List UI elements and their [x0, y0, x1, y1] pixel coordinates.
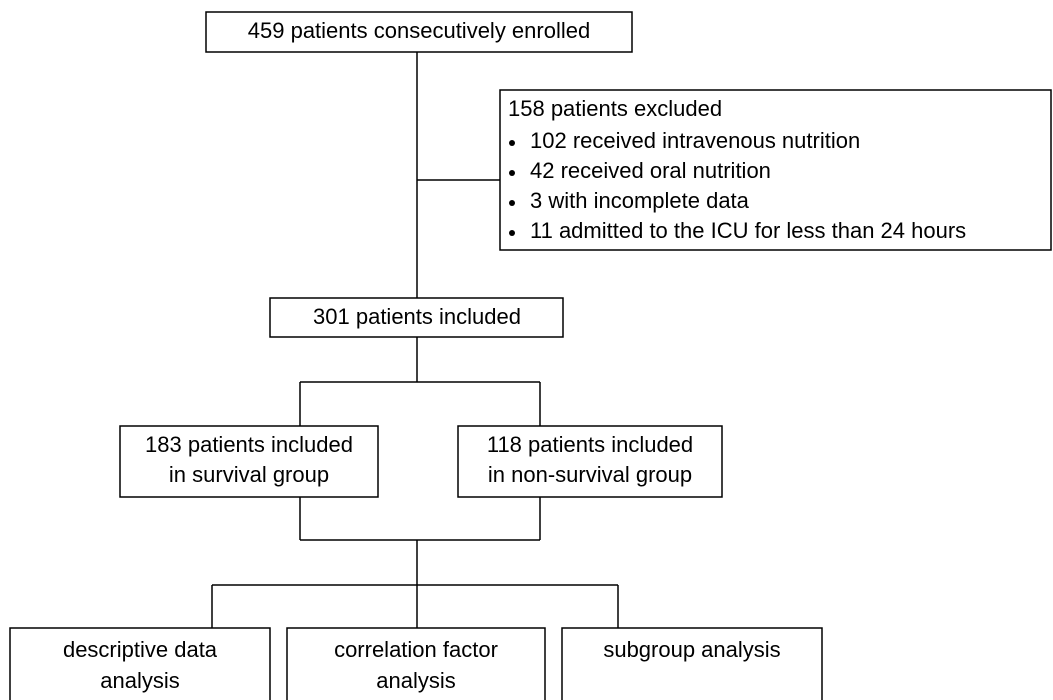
bullet	[509, 140, 515, 146]
node-line: 183 patients included	[145, 432, 353, 457]
exclusion-item: 42 received oral nutrition	[530, 158, 771, 183]
box	[119, 425, 379, 498]
bullet	[509, 230, 515, 236]
bullet	[509, 170, 515, 176]
bullet	[509, 200, 515, 206]
node-line: descriptive data	[63, 637, 218, 662]
box	[205, 11, 633, 53]
exclusion-title: 158 patients excluded	[508, 96, 722, 121]
node-line: subgroup analysis	[603, 637, 780, 662]
node-label: 459 patients consecutively enrolled	[248, 18, 590, 43]
connectors	[211, 52, 619, 628]
box	[269, 297, 564, 338]
exclusion-box	[499, 89, 1052, 251]
box	[457, 425, 723, 498]
node-label: 301 patients included	[313, 304, 521, 329]
node-line: correlation factor	[334, 637, 498, 662]
node-line: 118 patients included	[487, 432, 693, 457]
node-line: analysis	[100, 668, 179, 693]
node-line: in survival group	[169, 462, 329, 487]
box	[286, 627, 546, 700]
box	[9, 627, 271, 700]
exclusion-item: 3 with incomplete data	[530, 188, 750, 213]
node-line: in non-survival group	[488, 462, 692, 487]
node-line: analysis	[376, 668, 455, 693]
exclusion-item: 102 received intravenous nutrition	[530, 128, 860, 153]
exclusion-item: 11 admitted to the ICU for less than 24 …	[530, 218, 966, 243]
box	[561, 627, 823, 700]
